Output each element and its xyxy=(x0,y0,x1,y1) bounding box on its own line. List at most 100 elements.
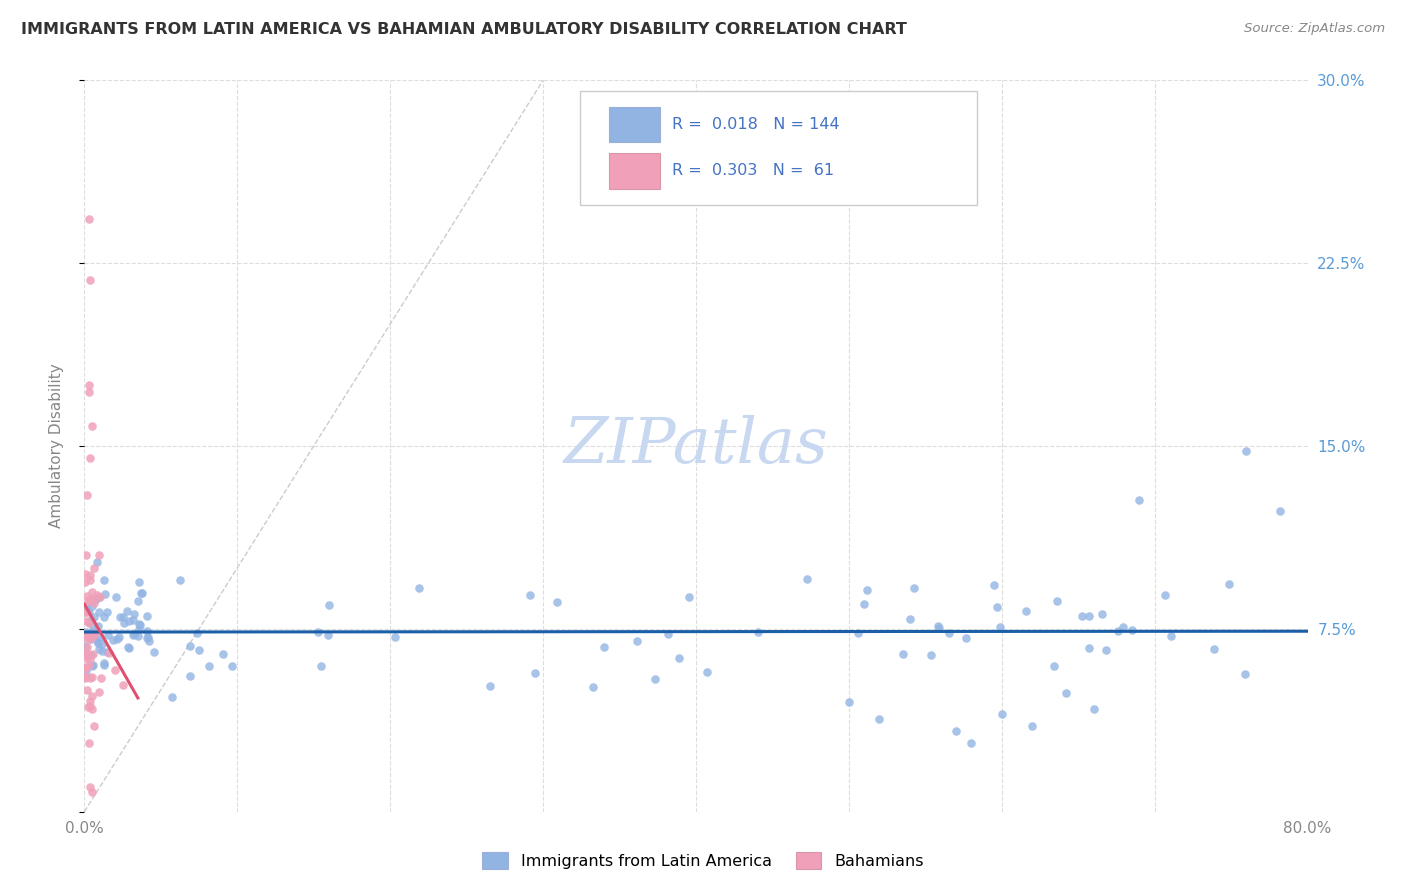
Point xyxy=(1078,640,1101,655)
Point xyxy=(75,671,97,685)
Point xyxy=(316,628,339,642)
Point xyxy=(903,582,925,596)
Point xyxy=(1054,686,1077,700)
Point xyxy=(79,593,101,607)
Point xyxy=(93,609,115,624)
Point xyxy=(1154,588,1177,602)
Point xyxy=(83,626,105,640)
Text: IMMIGRANTS FROM LATIN AMERICA VS BAHAMIAN AMBULATORY DISABILITY CORRELATION CHAR: IMMIGRANTS FROM LATIN AMERICA VS BAHAMIA… xyxy=(21,22,907,37)
Point xyxy=(75,660,97,674)
Point xyxy=(983,578,1005,592)
Point xyxy=(1095,642,1118,657)
Point xyxy=(87,590,110,604)
Point xyxy=(79,451,101,466)
Point xyxy=(309,658,332,673)
Point xyxy=(138,634,160,648)
Point xyxy=(114,616,136,631)
Point xyxy=(79,699,101,714)
Point xyxy=(80,702,103,716)
Point xyxy=(644,672,666,686)
Point xyxy=(696,665,718,680)
Point xyxy=(169,574,191,588)
Point xyxy=(988,620,1011,634)
Point xyxy=(318,598,340,612)
Point xyxy=(118,614,141,628)
Point xyxy=(77,615,100,630)
Y-axis label: Ambulatory Disability: Ambulatory Disability xyxy=(49,364,63,528)
Point xyxy=(135,609,157,624)
Point xyxy=(122,626,145,640)
Point xyxy=(626,634,648,648)
Point xyxy=(91,637,114,651)
Point xyxy=(852,597,875,611)
Point xyxy=(97,628,120,642)
Point xyxy=(955,631,977,645)
Point xyxy=(79,694,101,708)
Point xyxy=(129,618,152,632)
Point xyxy=(80,670,103,684)
Point xyxy=(76,594,98,608)
Point xyxy=(76,646,98,660)
Point xyxy=(143,645,166,659)
Point xyxy=(77,658,100,673)
Point xyxy=(960,736,983,750)
Point xyxy=(83,561,105,575)
Point xyxy=(82,647,104,661)
Point xyxy=(75,614,97,628)
Point xyxy=(1083,702,1105,716)
Point xyxy=(75,628,97,642)
Point xyxy=(221,659,243,673)
Point xyxy=(77,385,100,400)
Point xyxy=(75,625,97,640)
Point xyxy=(79,632,101,647)
Point xyxy=(80,599,103,614)
Point xyxy=(93,573,115,587)
Point xyxy=(1112,620,1135,634)
Point xyxy=(479,679,502,693)
Point xyxy=(75,605,97,619)
Point xyxy=(91,643,114,657)
Point xyxy=(79,780,101,795)
Point xyxy=(1071,608,1094,623)
FancyBboxPatch shape xyxy=(609,107,661,142)
Point xyxy=(82,619,104,633)
Point xyxy=(131,586,153,600)
Point xyxy=(80,585,103,599)
Point xyxy=(212,648,235,662)
Point xyxy=(77,212,100,227)
Point xyxy=(187,642,209,657)
Point xyxy=(86,588,108,602)
Point xyxy=(869,712,891,726)
Point xyxy=(927,619,949,633)
Point xyxy=(121,613,143,627)
Point xyxy=(129,586,152,600)
Point xyxy=(111,678,134,692)
Point xyxy=(986,600,1008,615)
Point xyxy=(77,736,100,750)
Point xyxy=(1015,604,1038,618)
Point xyxy=(118,640,141,655)
Point xyxy=(76,488,98,502)
Point xyxy=(179,669,201,683)
Text: ZIPatlas: ZIPatlas xyxy=(564,415,828,477)
Point xyxy=(75,661,97,675)
Point xyxy=(89,548,111,562)
Point xyxy=(1268,504,1291,518)
Point xyxy=(77,615,100,629)
Point xyxy=(82,628,104,642)
Point xyxy=(80,785,103,799)
Point xyxy=(307,625,329,640)
Point xyxy=(87,685,110,699)
Point xyxy=(79,632,101,646)
Point xyxy=(86,634,108,648)
Point xyxy=(80,658,103,673)
Point xyxy=(898,612,921,626)
Point xyxy=(86,636,108,650)
Point xyxy=(76,640,98,654)
Text: R =  0.303   N =  61: R = 0.303 N = 61 xyxy=(672,163,834,178)
Point xyxy=(408,581,430,595)
Text: Source: ZipAtlas.com: Source: ZipAtlas.com xyxy=(1244,22,1385,36)
Point xyxy=(796,572,818,586)
Point xyxy=(76,603,98,617)
Point xyxy=(105,632,128,647)
